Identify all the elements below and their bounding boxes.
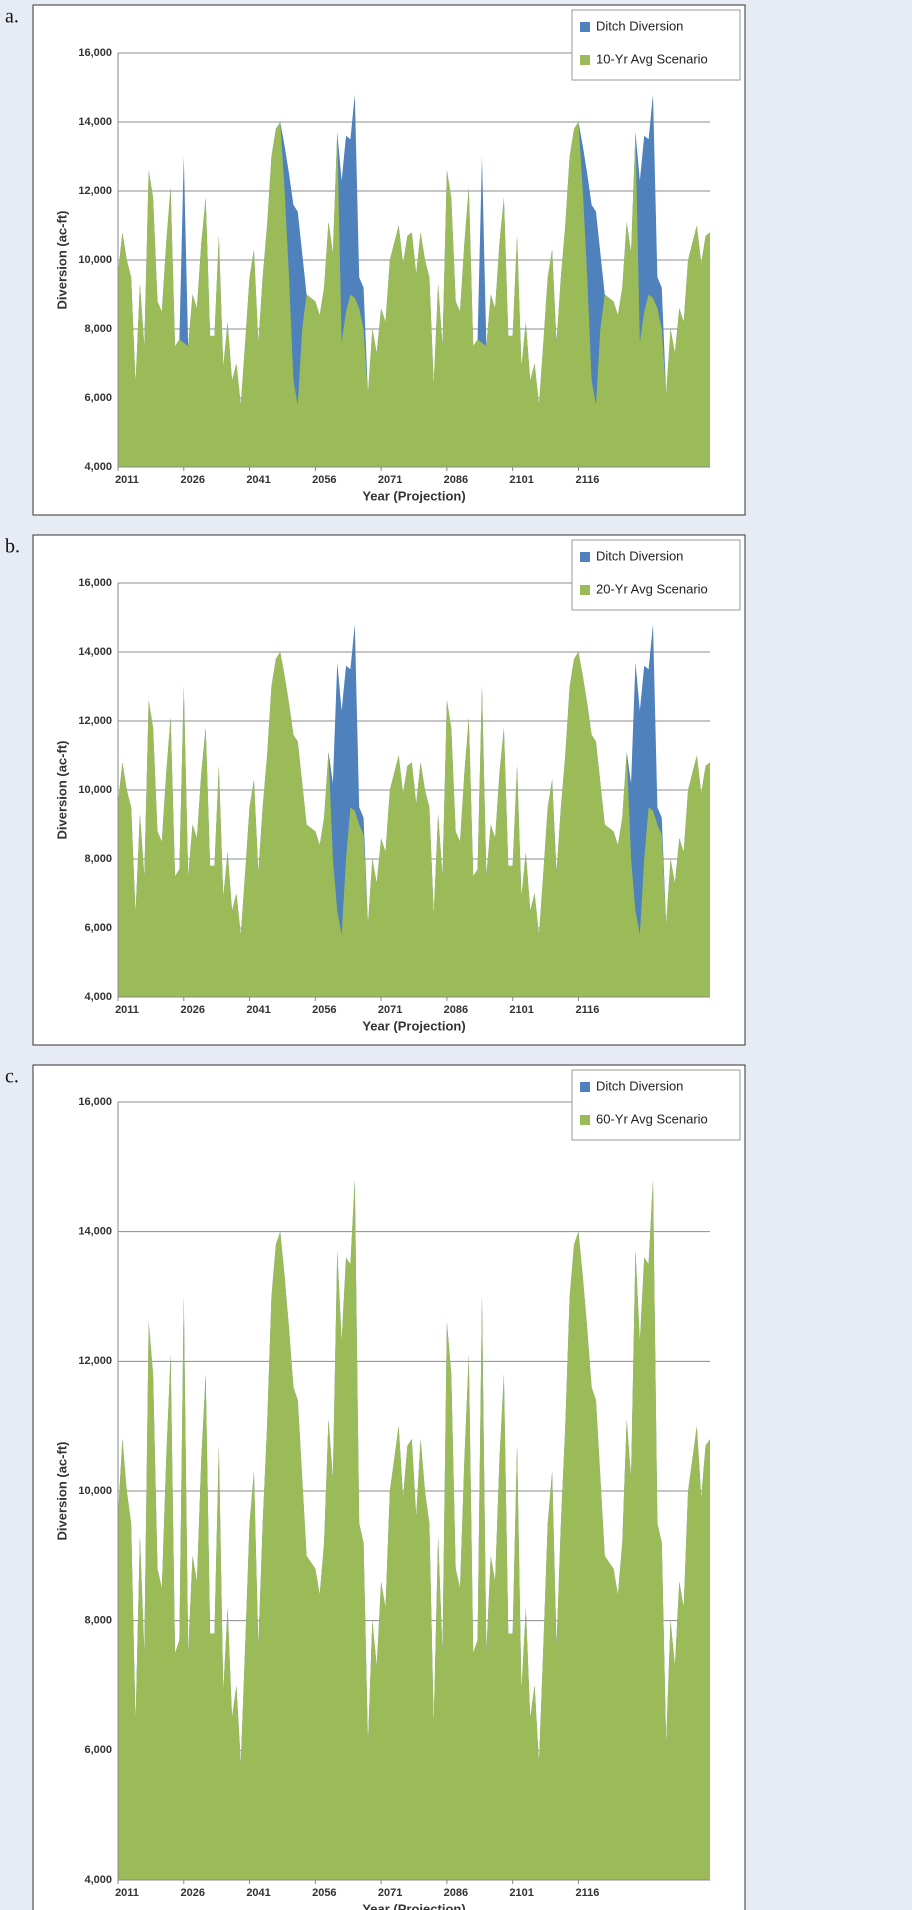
x-tick-label: 2041 [246,1004,270,1016]
y-axis-title: Diversion (ac-ft) [54,1442,69,1541]
x-tick-label: 2041 [246,1887,270,1899]
x-tick-label: 2101 [509,1887,533,1899]
x-axis-title: Year (Projection) [362,1901,465,1910]
legend-label: Ditch Diversion [596,548,683,563]
x-tick-label: 2056 [312,1887,336,1899]
x-tick-label: 2041 [246,474,270,486]
panel-label: b. [5,536,20,558]
legend-swatch [580,1082,590,1092]
x-tick-label: 2056 [312,474,336,486]
panel-label: c. [5,1066,19,1088]
legend-box [571,9,741,81]
area-series [118,1179,710,1880]
y-tick-label: 16,000 [78,577,112,589]
legend-label: Ditch Diversion [596,18,683,33]
y-tick-label: 16,000 [78,47,112,59]
x-axis-title: Year (Projection) [362,1018,465,1033]
y-tick-label: 6,000 [84,922,112,934]
legend-swatch [580,585,590,595]
y-tick-label: 8,000 [84,853,112,865]
x-tick-label: 2026 [181,474,205,486]
legend-label: 20-Yr Avg Scenario [596,581,708,596]
x-tick-label: 2026 [181,1004,205,1016]
y-axis-title: Diversion (ac-ft) [54,741,69,840]
y-tick-label: 4,000 [84,991,112,1003]
x-axis-title: Year (Projection) [362,488,465,503]
y-tick-label: 10,000 [78,784,112,796]
legend-swatch [580,1115,590,1125]
y-tick-label: 6,000 [84,392,112,404]
legend-swatch [580,552,590,562]
x-tick-label: 2101 [509,1004,533,1016]
y-tick-label: 10,000 [78,254,112,266]
x-tick-label: 2011 [115,1004,139,1016]
legend-label: 10-Yr Avg Scenario [596,51,708,66]
x-tick-label: 2116 [576,474,600,486]
x-tick-label: 2026 [181,1887,205,1899]
legend-label: Ditch Diversion [596,1078,683,1093]
legend-box [571,539,741,611]
x-tick-label: 2011 [115,1887,139,1899]
legend-label: 60-Yr Avg Scenario [596,1111,708,1126]
y-tick-label: 4,000 [84,1874,112,1886]
x-tick-label: 2071 [378,474,402,486]
area-series [118,122,710,467]
y-tick-label: 12,000 [78,185,112,197]
x-tick-label: 2086 [444,1004,468,1016]
area-series [118,652,710,997]
y-tick-label: 14,000 [78,646,112,658]
y-tick-label: 14,000 [78,1226,112,1238]
y-tick-label: 10,000 [78,1485,112,1497]
y-tick-label: 14,000 [78,116,112,128]
y-tick-label: 8,000 [84,323,112,335]
y-tick-label: 6,000 [84,1744,112,1756]
y-tick-label: 8,000 [84,1615,112,1627]
x-tick-label: 2086 [444,1887,468,1899]
y-tick-label: 12,000 [78,715,112,727]
x-tick-label: 2116 [576,1887,600,1899]
legend-box [571,1069,741,1141]
x-tick-label: 2086 [444,474,468,486]
legend-swatch [580,55,590,65]
y-tick-label: 4,000 [84,461,112,473]
x-tick-label: 2071 [378,1004,402,1016]
x-tick-label: 2056 [312,1004,336,1016]
x-tick-label: 2071 [378,1887,402,1899]
x-tick-label: 2011 [115,474,139,486]
y-tick-label: 16,000 [78,1096,112,1108]
y-axis-title: Diversion (ac-ft) [54,211,69,310]
panel-label: a. [5,6,19,28]
y-tick-label: 12,000 [78,1355,112,1367]
x-tick-label: 2101 [509,474,533,486]
x-tick-label: 2116 [576,1004,600,1016]
legend-swatch [580,22,590,32]
